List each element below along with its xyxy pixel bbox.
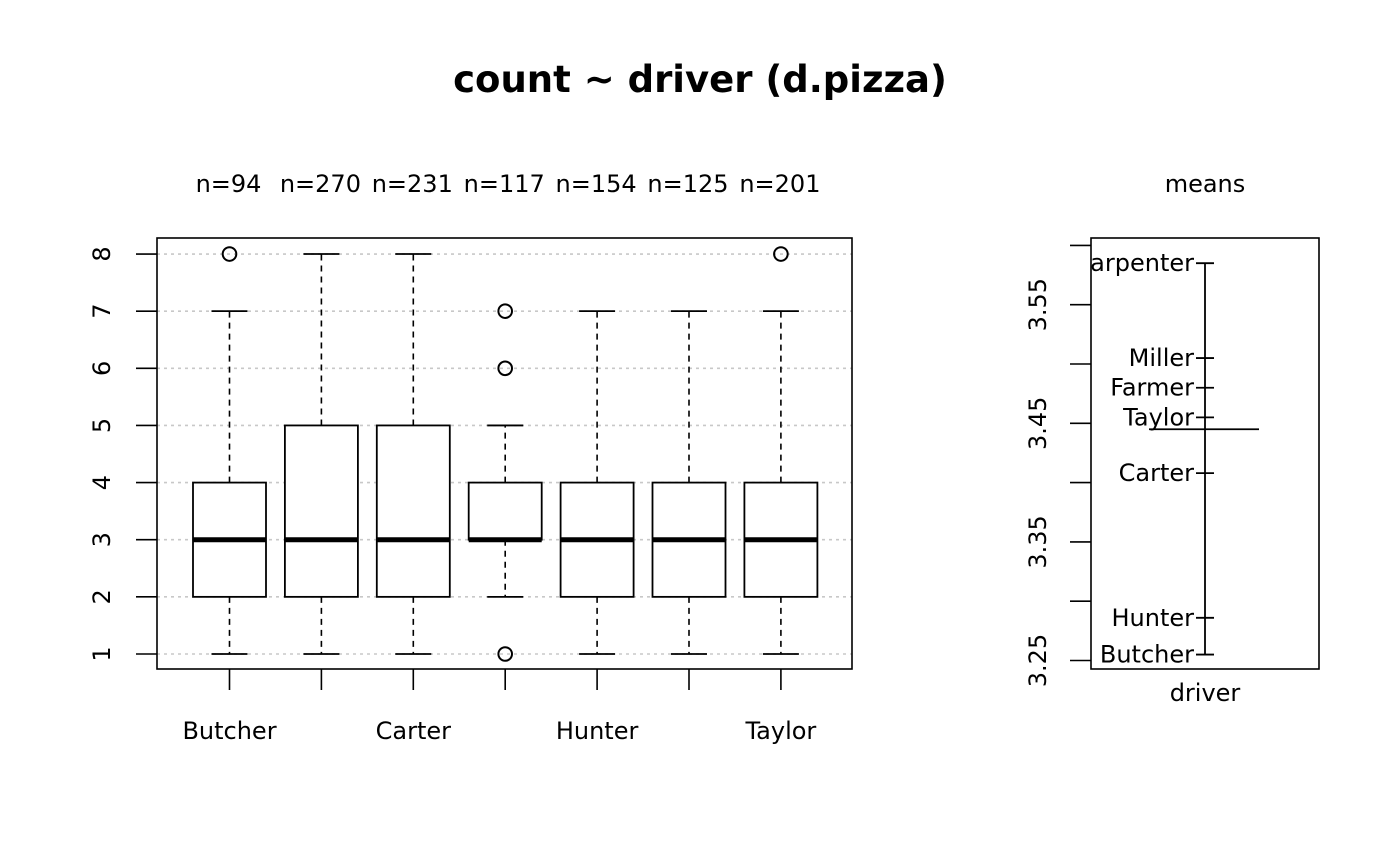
box-taylor — [743, 246, 819, 655]
mean-point-label: Taylor — [1122, 403, 1194, 431]
means-panel: means driver 3.25 3.35 3.45 3.55 Carpenter Mi… — [1024, 170, 1320, 707]
mean-point-label: Carpenter — [1073, 249, 1194, 277]
means-y-tick-label: 3.35 — [1024, 515, 1052, 568]
means-title: means — [1165, 170, 1246, 198]
means-xlabel: driver — [1170, 679, 1241, 707]
n-label: n=270 — [280, 170, 361, 198]
y-tick-label: 8 — [88, 246, 116, 261]
outlier-point — [221, 246, 238, 262]
box-hunter — [559, 310, 635, 655]
y-tick-label: 5 — [88, 418, 116, 433]
n-label: n=154 — [556, 170, 637, 198]
box-iqr — [467, 481, 543, 541]
means-y-tick-label: 3.45 — [1024, 397, 1052, 450]
outlier-point — [497, 360, 514, 377]
box-farmer — [467, 303, 543, 662]
y-tick-label: 7 — [88, 304, 116, 319]
plot-frame — [156, 237, 853, 670]
n-label: n=117 — [464, 170, 545, 198]
y-tick-label: 1 — [88, 646, 116, 661]
chart-title: count ~ driver (d.pizza) — [453, 58, 947, 101]
mean-point-label: Farmer — [1110, 374, 1194, 402]
x-tick-label: Butcher — [182, 717, 276, 745]
box-carpenter — [283, 253, 359, 655]
boxplot-marks: n=94 n=270 n=231 n=117 n=154 n=125 n=201 — [192, 170, 820, 662]
means-frame — [1090, 237, 1320, 670]
outlier-point — [497, 646, 514, 662]
n-label: n=201 — [739, 170, 820, 198]
n-label: n=231 — [372, 170, 453, 198]
means-y-tick-label: 3.55 — [1024, 278, 1052, 331]
means-y-tick-label: 3.25 — [1024, 634, 1052, 687]
y-tick-label: 2 — [88, 589, 116, 604]
mean-point-label: Butcher — [1100, 641, 1194, 669]
y-tick-label: 6 — [88, 361, 116, 376]
x-tick-label: Taylor — [744, 717, 816, 745]
box-carter — [375, 253, 451, 655]
box-iqr — [375, 424, 451, 598]
outlier-point — [773, 246, 789, 262]
outlier-point — [497, 303, 514, 319]
box-butcher — [192, 246, 267, 655]
boxplot-axes: 1 2 3 4 5 6 7 8 Butcher Carter Hunter Taylor — [88, 237, 853, 745]
n-label: n=94 — [196, 170, 262, 198]
mean-point-label: Miller — [1129, 344, 1194, 372]
x-tick-label: Hunter — [556, 717, 639, 745]
box-miller — [651, 310, 727, 655]
boxplot-panel: n=94 n=270 n=231 n=117 n=154 n=125 n=201 1 2 3 4 5… — [88, 170, 853, 745]
mean-point-label: Hunter — [1111, 604, 1194, 632]
means-marks: 3.25 3.35 3.45 3.55 Carpenter MillerFarmerTay… — [1024, 237, 1320, 687]
box-iqr — [283, 424, 359, 598]
y-tick-label: 4 — [88, 475, 116, 490]
x-tick-label: Carter — [376, 717, 452, 745]
mean-point-label: Carter — [1119, 459, 1195, 487]
y-tick-label: 3 — [88, 532, 116, 547]
n-label: n=125 — [647, 170, 728, 198]
